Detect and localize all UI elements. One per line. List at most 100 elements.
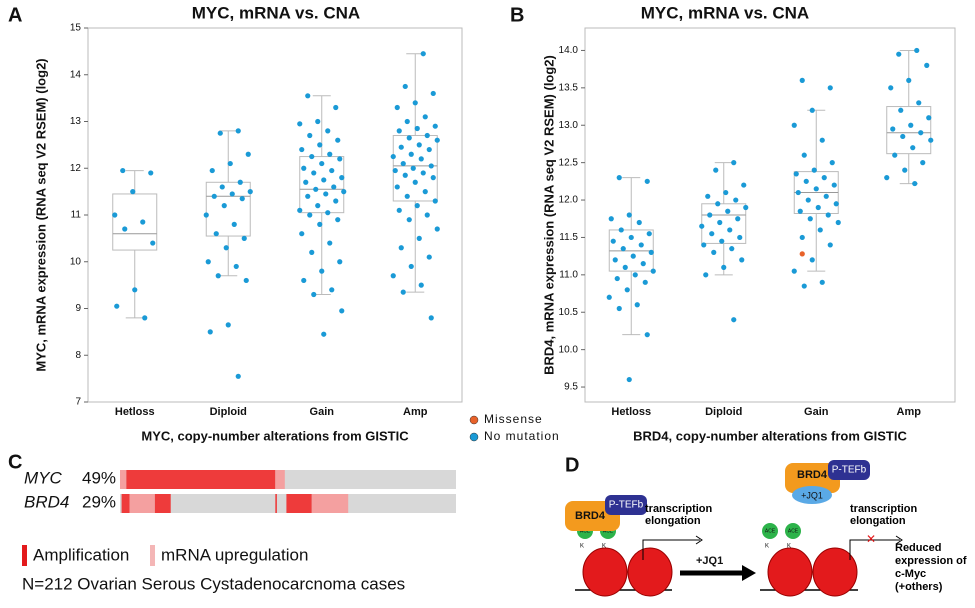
- ptefb-label: P-TEFb: [609, 500, 644, 511]
- alteration: [275, 470, 285, 489]
- point: [434, 137, 440, 143]
- point: [311, 170, 317, 176]
- point: [327, 240, 333, 246]
- y-tick-label: 7: [75, 397, 81, 408]
- point: [432, 123, 438, 129]
- arrow: [849, 539, 900, 560]
- point: [392, 167, 398, 174]
- block: ✕: [866, 532, 876, 546]
- point: [299, 231, 305, 237]
- box: [886, 106, 932, 155]
- point: [327, 151, 333, 157]
- point: [305, 93, 311, 99]
- point: [341, 189, 347, 195]
- point: [329, 167, 335, 174]
- y-tick-label: 10.5: [559, 307, 579, 318]
- point: [321, 331, 327, 337]
- ptefb: [828, 460, 870, 480]
- k-label: K: [765, 544, 769, 550]
- point: [803, 178, 809, 184]
- ptefb-label: P-TEFb: [832, 465, 867, 476]
- y-tick-label: 8: [75, 350, 81, 361]
- point: [616, 305, 622, 312]
- ptefb: [605, 495, 647, 515]
- point: [644, 178, 650, 184]
- point: [811, 167, 817, 173]
- alteration: [275, 494, 277, 513]
- point: [223, 245, 229, 251]
- point: [247, 189, 253, 195]
- point: [390, 273, 396, 279]
- point: [301, 277, 307, 284]
- point: [396, 128, 402, 134]
- point: [235, 373, 241, 379]
- point: [416, 142, 422, 148]
- point: [833, 201, 839, 207]
- point: [795, 189, 801, 196]
- point: [398, 144, 404, 150]
- point: [325, 210, 331, 216]
- k-label: K: [580, 544, 584, 550]
- point: [209, 167, 215, 174]
- elongation-box: transcription elongation: [850, 503, 917, 527]
- legend-label: mRNA upregulation: [161, 545, 308, 564]
- point: [148, 170, 154, 176]
- point: [900, 133, 906, 140]
- ace-label: ACE: [765, 528, 776, 534]
- point: [203, 212, 209, 218]
- point: [315, 203, 321, 209]
- y-tick-label: 12.0: [559, 195, 579, 206]
- point: [237, 179, 243, 185]
- y-tick-label: 11.0: [559, 269, 578, 280]
- alteration: [121, 494, 130, 513]
- legend-swatch: [150, 545, 155, 566]
- point: [213, 231, 219, 237]
- panel-label: C: [8, 451, 22, 473]
- point: [333, 198, 339, 204]
- point: [735, 216, 741, 222]
- jq1: [792, 486, 832, 504]
- point: [305, 193, 311, 199]
- x-tick-label: Hetloss: [611, 406, 651, 418]
- point: [122, 226, 128, 232]
- panel-label: A: [8, 4, 22, 26]
- point: [715, 201, 721, 207]
- point: [422, 114, 428, 120]
- point: [646, 231, 652, 237]
- point: [741, 182, 747, 188]
- y-tick-label: 11: [71, 210, 82, 221]
- nucleosome: [582, 547, 628, 597]
- point: [239, 196, 245, 202]
- panel-label: D: [565, 454, 579, 476]
- point: [140, 219, 146, 225]
- point: [610, 238, 616, 244]
- point: [791, 268, 797, 274]
- point: [920, 160, 926, 166]
- point: [301, 165, 307, 171]
- point: [910, 145, 916, 151]
- point: [721, 264, 727, 270]
- point: [317, 221, 323, 227]
- point: [737, 234, 743, 241]
- point: [418, 156, 424, 162]
- point: [205, 259, 211, 265]
- point: [825, 212, 831, 218]
- point: [434, 226, 440, 232]
- point: [614, 275, 620, 282]
- treatment-arrow-head: [742, 565, 756, 581]
- point: [307, 132, 313, 139]
- box: [205, 181, 251, 237]
- diagram: D ACE ACE K K BRD4 P-TEFb transcription …: [565, 454, 967, 597]
- point: [638, 242, 644, 248]
- legend-swatch: [22, 545, 27, 566]
- point: [331, 184, 337, 190]
- point: [142, 315, 148, 321]
- point: [884, 175, 890, 181]
- point: [339, 175, 345, 181]
- point: [636, 219, 642, 226]
- box: [112, 193, 158, 251]
- point: [717, 219, 723, 226]
- point: [711, 249, 717, 255]
- point: [297, 207, 303, 213]
